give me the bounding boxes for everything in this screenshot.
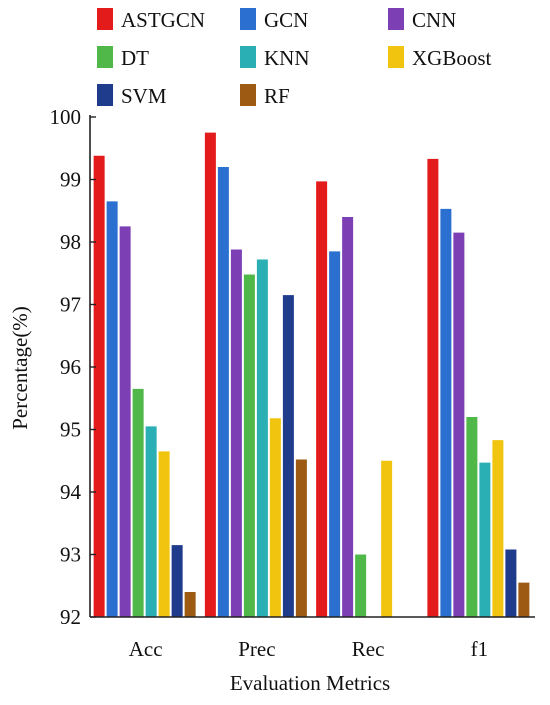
bar-gcn-rec: [329, 251, 341, 617]
bar-astgcn-prec: [204, 132, 216, 618]
legend-label-cnn: CNN: [412, 8, 456, 32]
bar-svm-prec: [282, 295, 294, 617]
bar-svm-f1: [505, 549, 517, 617]
y-tick-label-96: 96: [60, 355, 81, 379]
axes: Acc Prec Rec f1 92 93 94 95 96 97 98 99 100: [50, 105, 535, 661]
bar-cnn-rec: [342, 217, 354, 617]
legend-label-dt: DT: [121, 46, 149, 70]
y-axis-title: Percentage(%): [8, 306, 32, 430]
y-tick-label-100: 100: [50, 105, 82, 129]
bar-dt-f1: [466, 417, 478, 617]
x-tick-label-f1: f1: [471, 637, 489, 661]
bar-knn-f1: [479, 462, 491, 617]
legend-label-xgboost: XGBoost: [412, 46, 492, 70]
legend-label-astgcn: ASTGCN: [121, 8, 205, 32]
legend-swatch-xgboost: [388, 46, 404, 68]
legend-label-knn: KNN: [264, 46, 310, 70]
y-tick-label-97: 97: [60, 293, 81, 317]
legend-swatch-svm: [97, 84, 113, 106]
bar-rf-acc: [184, 592, 196, 617]
legend-swatch-astgcn: [97, 8, 113, 30]
bar-dt-prec: [243, 274, 255, 617]
y-tick-label-99: 99: [60, 168, 81, 192]
legend-swatch-cnn: [388, 8, 404, 30]
legend-swatch-dt: [97, 46, 113, 68]
x-axis-title: Evaluation Metrics: [230, 671, 390, 695]
x-tick-label-acc: Acc: [129, 637, 163, 661]
x-tick-label-rec: Rec: [352, 637, 385, 661]
bar-cnn-acc: [119, 226, 131, 618]
bar-astgcn-acc: [93, 155, 105, 617]
bar-xgboost-rec: [381, 460, 393, 617]
bar-dt-rec: [355, 554, 367, 617]
bar-astgcn-rec: [316, 181, 328, 617]
legend-label-svm: SVM: [121, 84, 167, 108]
bar-rf-f1: [518, 582, 530, 617]
y-tick-label-95: 95: [60, 418, 81, 442]
bar-xgboost-acc: [158, 451, 170, 617]
bar-gcn-acc: [106, 201, 118, 617]
y-tick-label-98: 98: [60, 230, 81, 254]
bar-rf-prec: [295, 459, 307, 617]
legend: ASTGCN GCN CNN DT KNN XGBoost SVM RF: [97, 8, 492, 108]
bar-xgboost-prec: [269, 418, 281, 617]
bar-svm-acc: [171, 545, 183, 617]
bar-knn-acc: [145, 426, 157, 617]
legend-swatch-rf: [240, 84, 256, 106]
bars: [93, 132, 530, 618]
y-tick-label-93: 93: [60, 543, 81, 567]
bar-xgboost-f1: [492, 440, 504, 617]
bar-astgcn-f1: [427, 158, 439, 617]
legend-swatch-knn: [240, 46, 256, 68]
legend-label-rf: RF: [264, 84, 290, 108]
bar-gcn-f1: [440, 208, 452, 617]
y-tick-label-92: 92: [60, 605, 81, 629]
legend-swatch-gcn: [240, 8, 256, 30]
y-tick-label-94: 94: [60, 480, 82, 504]
bar-gcn-prec: [217, 167, 229, 617]
bar-dt-acc: [132, 388, 144, 617]
x-tick-label-prec: Prec: [238, 637, 275, 661]
bar-knn-prec: [256, 259, 268, 617]
bar-cnn-f1: [453, 232, 465, 617]
legend-label-gcn: GCN: [264, 8, 308, 32]
bar-cnn-prec: [230, 249, 242, 617]
